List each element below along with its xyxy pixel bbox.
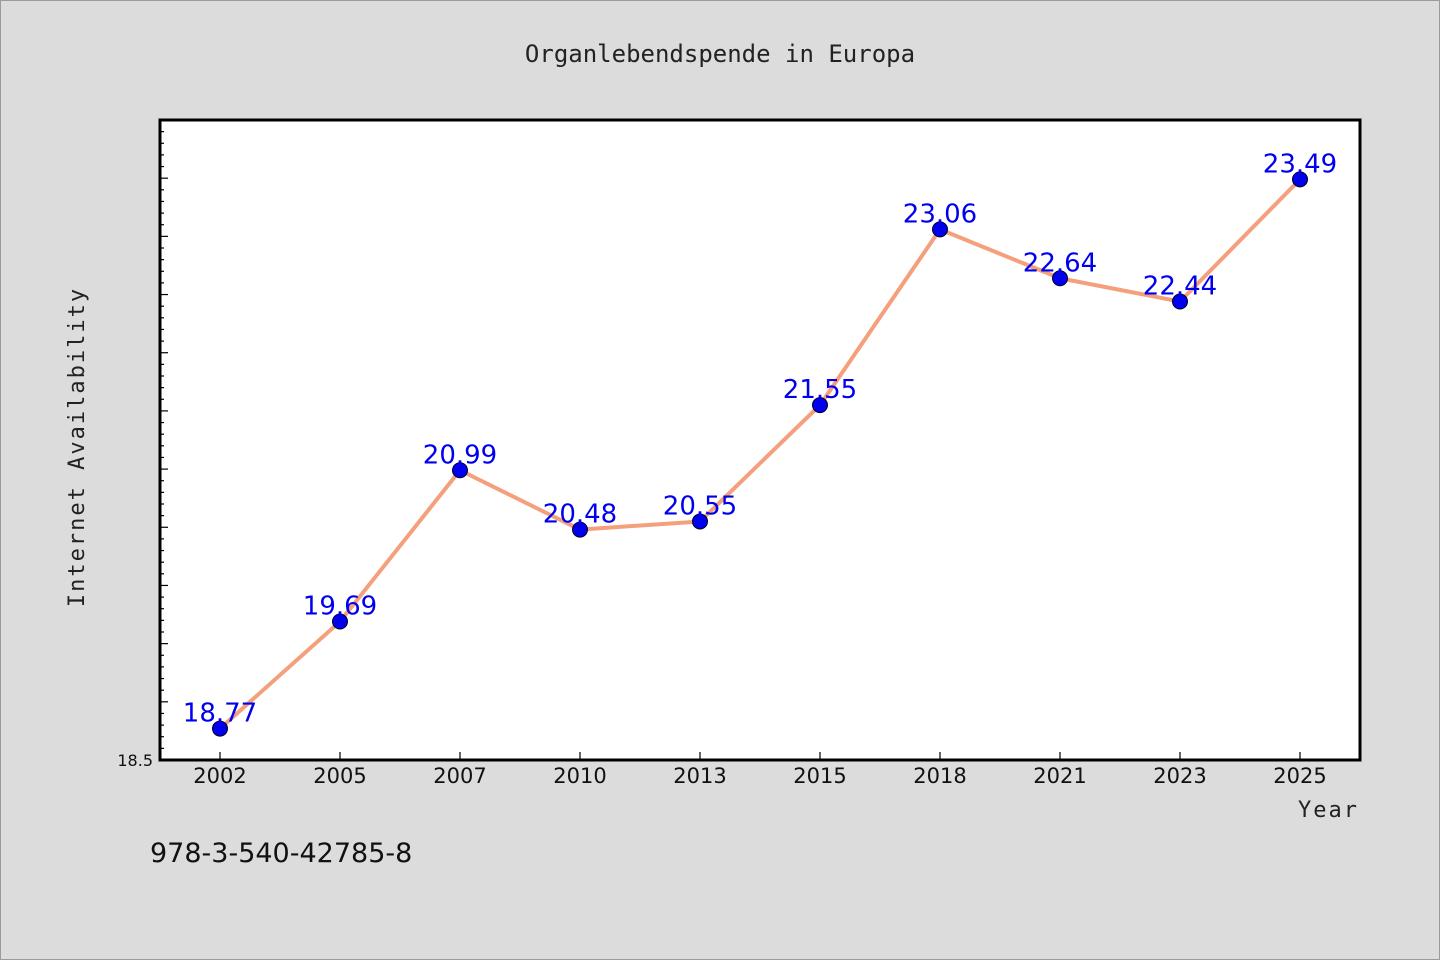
data-point <box>1292 171 1308 188</box>
data-point <box>212 720 228 737</box>
y-axis-ticks <box>160 119 168 761</box>
isbn-footnote: 978-3-540-42785-8 <box>150 838 412 869</box>
x-tick-label: 2005 <box>313 764 366 788</box>
x-tick-label: 2013 <box>673 764 726 788</box>
data-labels: 18.77 19.69 20.99 20.48 20.55 21.55 23.06 22.64… <box>183 149 1337 728</box>
x-tick-label: 2015 <box>793 764 846 788</box>
y-axis-label: Internet Availability <box>65 287 90 607</box>
data-point <box>1172 293 1188 310</box>
data-point <box>452 462 468 479</box>
data-label: 18.77 <box>183 699 257 729</box>
x-axis-ticks <box>219 752 1301 760</box>
chart-title: Organlebendspende in Europa <box>525 40 915 68</box>
data-label: 21.55 <box>783 375 857 405</box>
data-label: 23.06 <box>903 199 977 229</box>
data-label: 20.99 <box>423 440 497 470</box>
data-point <box>812 397 828 414</box>
x-tick-labels: 2002 2005 2007 2010 2013 2015 2018 2021 2023 2025 <box>193 764 1326 788</box>
data-point <box>932 221 948 238</box>
data-label: 22.44 <box>1143 272 1217 302</box>
data-point <box>572 521 588 538</box>
x-tick-label: 2021 <box>1033 764 1086 788</box>
data-label: 23.49 <box>1263 149 1337 179</box>
y-axis-min-label: 18.5 <box>117 751 153 770</box>
x-tick-label: 2023 <box>1153 764 1206 788</box>
data-point <box>1052 270 1068 287</box>
data-point <box>692 513 708 530</box>
series-line <box>218 177 1302 731</box>
x-tick-label: 2018 <box>913 764 966 788</box>
x-tick-label: 2007 <box>433 764 486 788</box>
data-label: 20.48 <box>543 500 617 530</box>
data-point <box>332 613 348 630</box>
x-axis-label: Year <box>1298 798 1359 823</box>
x-tick-label: 2010 <box>553 764 606 788</box>
x-tick-label: 2002 <box>193 764 246 788</box>
data-label: 22.64 <box>1023 248 1097 278</box>
data-label: 20.55 <box>663 491 737 521</box>
data-label: 19.69 <box>303 592 377 622</box>
plot-area <box>158 118 1362 762</box>
x-tick-label: 2025 <box>1273 764 1326 788</box>
series-markers <box>212 171 1308 737</box>
